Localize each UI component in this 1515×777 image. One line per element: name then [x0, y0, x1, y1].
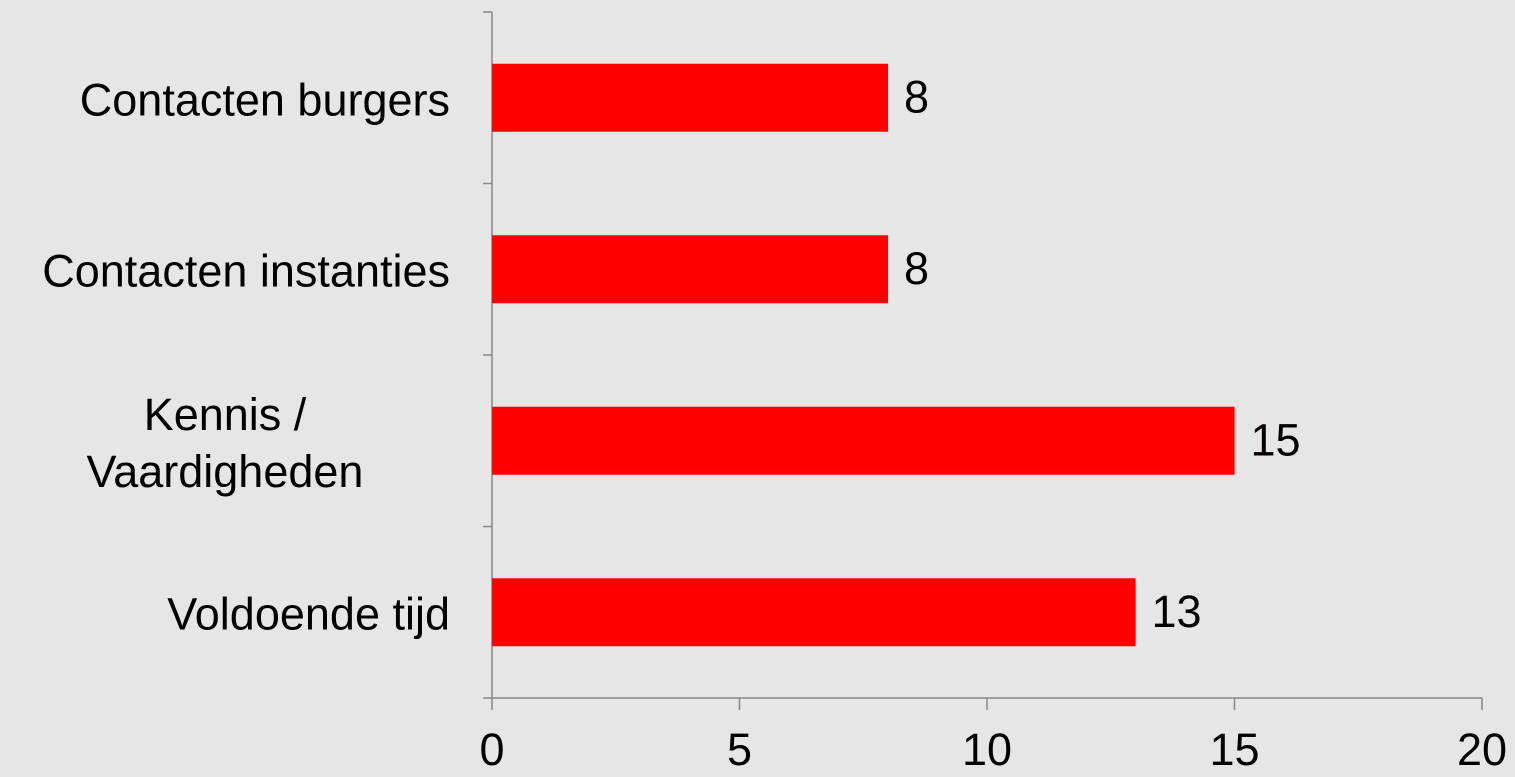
y-tick-label: Contacten burgers	[79, 74, 450, 126]
y-tick-label: Contacten instanties	[42, 245, 450, 297]
bar	[492, 235, 888, 304]
value-label: 15	[1251, 415, 1301, 466]
y-tick-label: Voldoende tijd	[167, 588, 450, 640]
x-tick-label: 5	[727, 724, 752, 775]
y-tick-label: Kennis / Vaardigheden	[86, 388, 364, 497]
bar	[492, 63, 888, 132]
x-tick-label: 0	[479, 724, 504, 775]
x-tick-label: 20	[1457, 724, 1507, 775]
value-label: 13	[1152, 586, 1202, 637]
x-tick-label: 15	[1209, 724, 1259, 775]
value-label: 8	[904, 243, 929, 294]
bar	[492, 578, 1136, 647]
value-label: 8	[904, 72, 929, 123]
x-tick-label: 10	[962, 724, 1012, 775]
bar	[492, 406, 1235, 475]
